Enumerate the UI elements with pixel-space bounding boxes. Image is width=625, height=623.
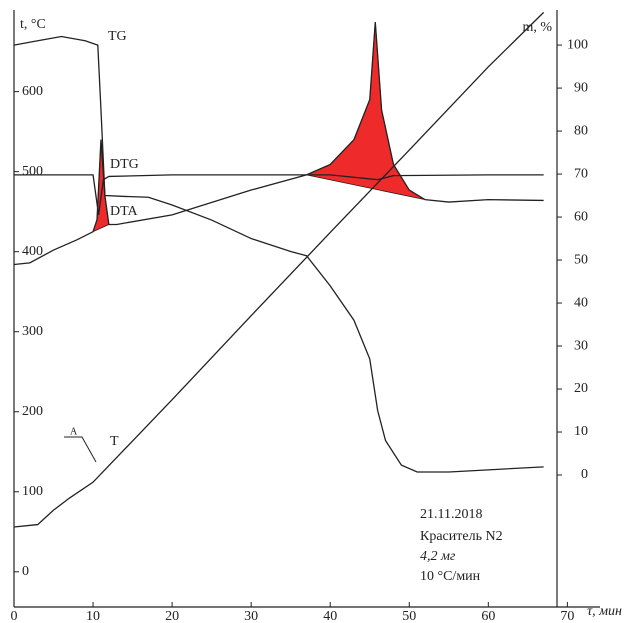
peak-area (92, 139, 110, 233)
series-label: TG (108, 29, 127, 44)
y2-tick-label: 20 (574, 381, 588, 396)
series-label: DTG (110, 157, 139, 172)
annotation: 4,2 мг (420, 549, 456, 564)
y2-tick-label: 70 (574, 166, 588, 181)
y2-tick-label: 40 (574, 295, 588, 310)
series-line (13, 35, 544, 473)
y2-tick-label: 80 (574, 123, 588, 138)
series-line (13, 11, 545, 528)
y2-tick-label: 90 (574, 80, 588, 95)
y2-tick-label: 60 (574, 209, 588, 224)
y2-tick-label: 10 (574, 424, 588, 439)
x-tick-label: 60 (481, 609, 495, 623)
annotation: 21.11.2018 (420, 507, 482, 522)
x-tick-label: 70 (560, 609, 574, 623)
y2-tick-label: 50 (574, 252, 588, 267)
x-tick-label: 40 (323, 609, 337, 623)
y2-tick-label: 100 (567, 37, 588, 52)
x-tick-label: 50 (402, 609, 416, 623)
y-tick-label: 300 (22, 324, 43, 339)
x-tick-label: 10 (86, 609, 100, 623)
x-tick-label: 30 (244, 609, 258, 623)
x-tick-label: 20 (165, 609, 179, 623)
series-label: DTA (110, 204, 139, 219)
y-tick-label: 0 (22, 564, 29, 579)
marker-label: A (70, 426, 78, 437)
y-tick-label: 400 (22, 244, 43, 259)
annotation: Краситель N2 (420, 529, 503, 544)
annotation: 10 °С/мин (420, 569, 481, 584)
series-line (13, 21, 544, 266)
y-tick-label: 200 (22, 404, 43, 419)
series-line (14, 174, 544, 215)
x-tick-label: 0 (11, 609, 18, 623)
y-tick-label: 500 (22, 164, 43, 179)
y2-tick-label: 0 (581, 467, 588, 482)
y-tick-label: 100 (22, 484, 43, 499)
y2-label: m, % (522, 20, 552, 35)
marker-pointer (64, 436, 97, 463)
series-label: T (110, 434, 119, 449)
y2-tick-label: 30 (574, 338, 588, 353)
y-label: t, °C (20, 17, 46, 32)
x-label: τ, мин (587, 604, 622, 619)
y-tick-label: 600 (22, 84, 43, 99)
